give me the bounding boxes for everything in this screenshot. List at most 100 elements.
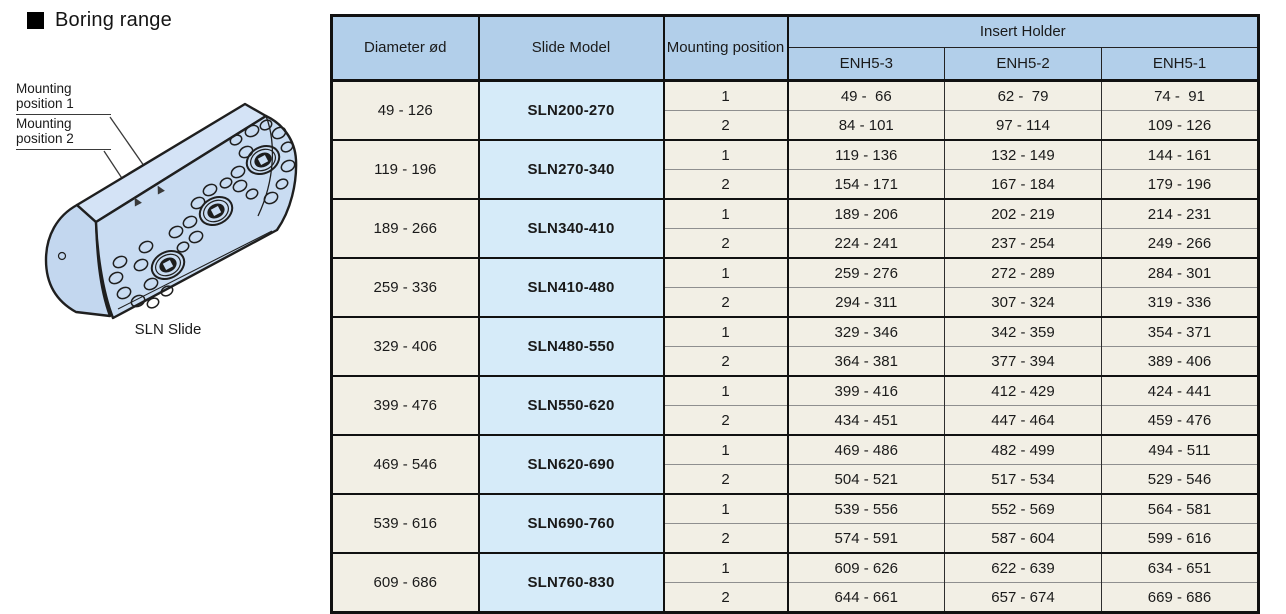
table-row: 2 154 - 171 167 - 184 179 - 196 <box>332 169 1259 199</box>
range-cell: 539 - 556 <box>787 493 945 524</box>
range-cell: 259 - 276 <box>787 257 945 288</box>
table-row: 469 - 546 SLN620-690 1 469 - 486 482 - 4… <box>331 434 1259 494</box>
section-title-text: Boring range <box>55 9 172 31</box>
range-cell: 644 - 661 <box>787 582 945 613</box>
mounting-position-cell: 1 <box>663 79 789 111</box>
mounting-position-cell: 2 <box>663 228 789 258</box>
mounting-position-2-marker <box>134 197 142 207</box>
range-cell: 189 - 206 <box>787 198 945 229</box>
mounting-position-cell: 2 <box>663 523 789 553</box>
diameter-cell: 469 - 546 <box>331 434 480 494</box>
range-cell: 167 - 184 <box>944 169 1102 199</box>
table-row: 609 - 686 SLN760-830 1 609 - 626 622 - 6… <box>331 552 1259 613</box>
mounting-position-cell: 1 <box>663 552 789 583</box>
table-row: 329 - 406 SLN480-550 1 329 - 346 342 - 3… <box>331 316 1259 376</box>
range-cell: 354 - 371 <box>1101 316 1259 347</box>
table-row: 2 434 - 451 447 - 464 459 - 476 <box>332 405 1259 435</box>
mounting-position-cell: 2 <box>663 464 789 494</box>
slide-model-cell: SLN690-760 <box>478 493 665 553</box>
table-row: 2 294 - 311 307 - 324 319 - 336 <box>332 287 1259 317</box>
header-diameter: Diameter ød <box>331 15 480 81</box>
range-cell: 377 - 394 <box>944 346 1102 376</box>
range-cell: 389 - 406 <box>1101 346 1259 376</box>
range-cell: 132 - 149 <box>944 139 1102 170</box>
range-cell: 294 - 311 <box>787 287 945 317</box>
range-cell: 412 - 429 <box>944 375 1102 406</box>
range-cell: 574 - 591 <box>787 523 945 553</box>
header-enh5-3: ENH5-3 <box>787 47 945 81</box>
range-cell: 214 - 231 <box>1101 198 1259 229</box>
range-cell: 517 - 534 <box>944 464 1102 494</box>
range-cell: 434 - 451 <box>787 405 945 435</box>
table-row: 2 644 - 661 657 - 674 669 - 686 <box>332 582 1259 613</box>
table-row: 2 504 - 521 517 - 534 529 - 546 <box>332 464 1259 494</box>
mounting-position-cell: 2 <box>663 169 789 199</box>
mounting-position-cell: 2 <box>663 346 789 376</box>
range-cell: 494 - 511 <box>1101 434 1259 465</box>
header-slide-model: Slide Model <box>478 15 665 81</box>
range-cell: 237 - 254 <box>944 228 1102 258</box>
range-cell: 552 - 569 <box>944 493 1102 524</box>
range-cell: 179 - 196 <box>1101 169 1259 199</box>
mounting-position-2-label: Mounting position 2 <box>16 116 111 150</box>
mounting-position-cell: 2 <box>663 287 789 317</box>
mounting-position-cell: 1 <box>663 434 789 465</box>
range-cell: 469 - 486 <box>787 434 945 465</box>
table-row: 119 - 196 SLN270-340 1 119 - 136 132 - 1… <box>331 139 1259 199</box>
diameter-cell: 329 - 406 <box>331 316 480 376</box>
range-cell: 109 - 126 <box>1101 110 1259 140</box>
range-cell: 657 - 674 <box>944 582 1102 613</box>
range-cell: 154 - 171 <box>787 169 945 199</box>
table-row: 49 - 126 SLN200-270 1 49 - 66 62 - 79 74… <box>331 79 1259 140</box>
diameter-cell: 189 - 266 <box>331 198 480 258</box>
header-enh5-1: ENH5-1 <box>1101 47 1259 81</box>
range-cell: 224 - 241 <box>787 228 945 258</box>
range-cell: 97 - 114 <box>944 110 1102 140</box>
slide-model-cell: SLN760-830 <box>478 552 665 613</box>
range-cell: 364 - 381 <box>787 346 945 376</box>
mounting-position-cell: 2 <box>663 582 789 613</box>
range-cell: 634 - 651 <box>1101 552 1259 583</box>
table-row: 2 224 - 241 237 - 254 249 - 266 <box>332 228 1259 258</box>
slide-end-edge <box>257 115 273 217</box>
range-cell: 74 - 91 <box>1101 79 1259 111</box>
mounting-position-cell: 1 <box>663 493 789 524</box>
table-row: 2 574 - 591 587 - 604 599 - 616 <box>332 523 1259 553</box>
range-cell: 587 - 604 <box>944 523 1102 553</box>
diameter-cell: 49 - 126 <box>331 79 480 140</box>
range-cell: 447 - 464 <box>944 405 1102 435</box>
table-row: 399 - 476 SLN550-620 1 399 - 416 412 - 4… <box>331 375 1259 435</box>
range-cell: 529 - 546 <box>1101 464 1259 494</box>
table-header: Diameter ød Slide Model Mounting positio… <box>331 15 1259 81</box>
section-bullet-square <box>27 12 44 29</box>
mounting-position-1-marker <box>157 185 165 195</box>
slide-model-cell: SLN200-270 <box>478 79 665 140</box>
mounting-position-cell: 1 <box>663 139 789 170</box>
range-cell: 622 - 639 <box>944 552 1102 583</box>
slide-model-cell: SLN480-550 <box>478 316 665 376</box>
table-row: 2 84 - 101 97 - 114 109 - 126 <box>332 110 1259 140</box>
table-row: 2 364 - 381 377 - 394 389 - 406 <box>332 346 1259 376</box>
mounting-position-cell: 1 <box>663 257 789 288</box>
sln-slide-illustration <box>44 102 298 320</box>
mounting-position-cell: 1 <box>663 316 789 347</box>
table-row: 539 - 616 SLN690-760 1 539 - 556 552 - 5… <box>331 493 1259 553</box>
range-cell: 249 - 266 <box>1101 228 1259 258</box>
range-cell: 319 - 336 <box>1101 287 1259 317</box>
range-cell: 49 - 66 <box>787 79 945 111</box>
table-row: 189 - 266 SLN340-410 1 189 - 206 202 - 2… <box>331 198 1259 258</box>
range-cell: 119 - 136 <box>787 139 945 170</box>
range-cell: 669 - 686 <box>1101 582 1259 613</box>
slide-model-cell: SLN340-410 <box>478 198 665 258</box>
boring-range-table: Diameter ød Slide Model Mounting positio… <box>330 14 1260 614</box>
range-cell: 609 - 626 <box>787 552 945 583</box>
range-cell: 504 - 521 <box>787 464 945 494</box>
range-cell: 307 - 324 <box>944 287 1102 317</box>
diameter-cell: 119 - 196 <box>331 139 480 199</box>
table-row: 259 - 336 SLN410-480 1 259 - 276 272 - 2… <box>331 257 1259 317</box>
range-cell: 459 - 476 <box>1101 405 1259 435</box>
diameter-cell: 609 - 686 <box>331 552 480 613</box>
range-cell: 564 - 581 <box>1101 493 1259 524</box>
mounting-position-cell: 2 <box>663 405 789 435</box>
range-cell: 62 - 79 <box>944 79 1102 111</box>
